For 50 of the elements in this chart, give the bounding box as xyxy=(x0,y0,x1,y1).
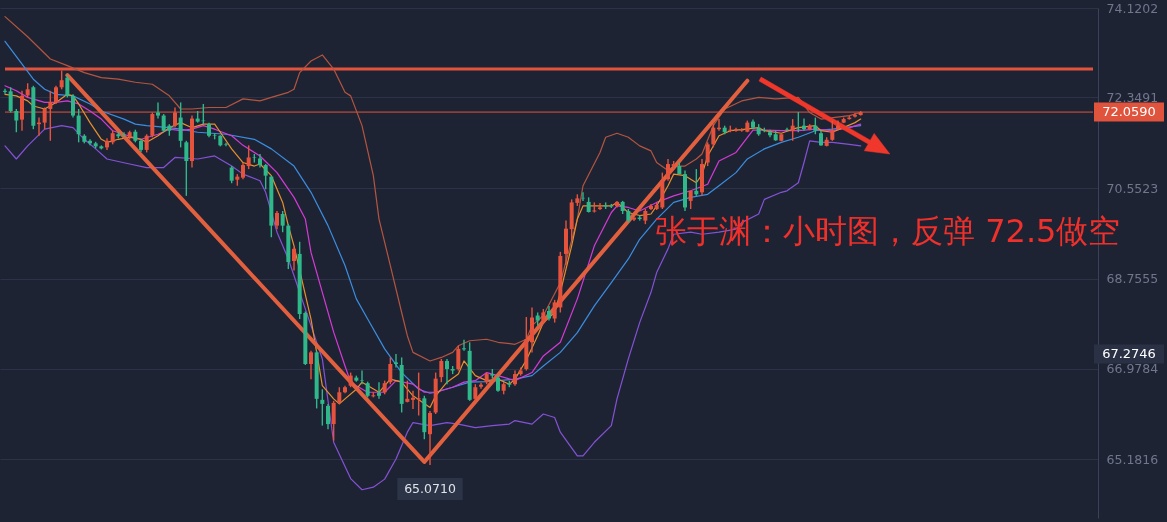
candlestick xyxy=(3,88,7,95)
candlestick xyxy=(275,210,279,230)
candlestick xyxy=(394,353,398,369)
y-tick-label: 72.3491 xyxy=(1106,89,1159,105)
candlestick xyxy=(54,85,58,105)
candlestick xyxy=(790,118,795,142)
candlestick xyxy=(796,111,801,133)
candlestick xyxy=(360,369,364,385)
candlestick xyxy=(320,388,325,427)
y-tick-label: 66.9784 xyxy=(1106,361,1159,377)
candlestick xyxy=(428,410,432,466)
candlestick xyxy=(388,356,393,385)
candlestick xyxy=(666,158,670,182)
candlestick xyxy=(830,119,835,142)
candlestick xyxy=(184,140,189,197)
y-tick-label: 74.1202 xyxy=(1106,0,1159,16)
candlestick xyxy=(705,141,710,167)
text: 67.2746 xyxy=(1102,346,1156,361)
candlestick xyxy=(411,390,415,410)
candlestick xyxy=(445,358,449,385)
candlestick xyxy=(309,350,313,380)
candlestick xyxy=(263,163,268,190)
candlestick xyxy=(785,126,789,132)
candlestick xyxy=(331,400,336,442)
candlestick xyxy=(71,93,75,119)
candlestick xyxy=(156,101,160,120)
candlestick xyxy=(246,144,251,170)
y-tick-label: 68.7555 xyxy=(1106,271,1159,287)
candlestick xyxy=(144,133,149,154)
candlestick xyxy=(14,108,19,133)
candlestick xyxy=(598,202,602,211)
y-tick-label: 70.5523 xyxy=(1106,180,1159,196)
candlestick xyxy=(439,358,444,383)
y-tick-label: 65.1816 xyxy=(1106,451,1159,467)
candlestick xyxy=(479,381,483,390)
candlestick xyxy=(178,101,183,149)
candlestick xyxy=(416,371,421,417)
ref-line-label: 72.0590 xyxy=(1102,104,1156,120)
candlestick xyxy=(456,345,461,372)
candlestick xyxy=(292,246,296,272)
candlestick xyxy=(377,381,381,400)
candlestick xyxy=(76,108,81,144)
candlestick xyxy=(462,339,466,352)
candlestick xyxy=(711,123,716,149)
candlestick xyxy=(8,86,13,114)
candlestick xyxy=(65,74,70,99)
candlestick xyxy=(122,131,126,138)
candlestick xyxy=(280,210,285,233)
text: 65.0710 xyxy=(404,480,456,496)
candlestick xyxy=(326,403,330,430)
